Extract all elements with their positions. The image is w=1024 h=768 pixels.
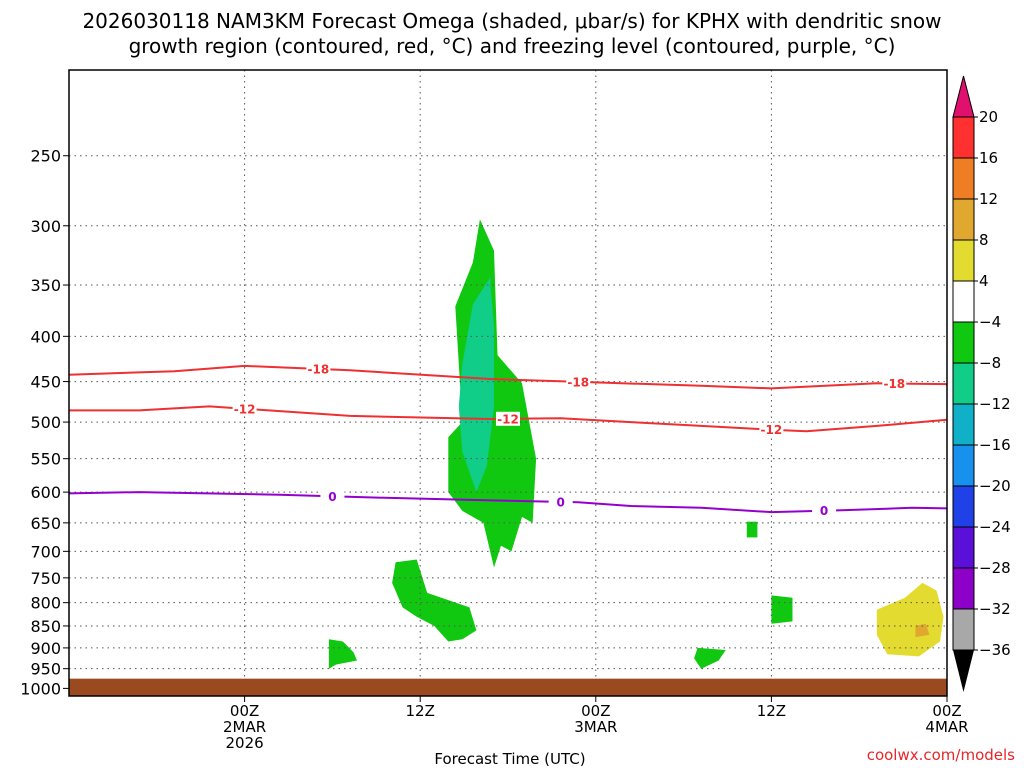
- x-tick-label: 4MAR: [925, 718, 968, 736]
- colorbar-label: −16: [979, 436, 1011, 454]
- omega-region-low-level-cell-2: [328, 639, 357, 669]
- x-tick-label: 00Z: [230, 702, 259, 720]
- colorbar-swatch: [952, 526, 975, 569]
- colorbar-swatch: [952, 157, 975, 200]
- plot-frame: [68, 69, 948, 697]
- isotherm-label-bg: [566, 374, 591, 389]
- y-tick-label: 400: [30, 327, 61, 346]
- x-tick-label: 3MAR: [574, 718, 617, 736]
- colorbar-label: −32: [979, 600, 1011, 618]
- omega-region-descent-cell: [876, 582, 944, 657]
- colorbar-label: −20: [979, 477, 1011, 495]
- x-axis-title: Forecast Time (UTC): [434, 750, 585, 768]
- colorbar-swatch: [952, 362, 975, 405]
- isotherm-label-bg: [882, 376, 907, 391]
- isotherm-label-bg: [306, 361, 331, 376]
- isotherm-label: 0: [557, 495, 565, 509]
- x-tick-label: 12Z: [406, 702, 435, 720]
- colorbar-label: 4: [979, 272, 989, 290]
- y-tick-label: 250: [30, 147, 61, 166]
- colorbar: 20 16 12 8 4 −4 −8 −12 −16 −20 −24 −28 −32 −36: [952, 75, 1011, 692]
- colorbar-swatch: [952, 485, 975, 528]
- y-tick-label: 950: [30, 660, 61, 679]
- plot-area: -18 -18 -18 -12 -12 -12 0 0 0: [69, 70, 947, 696]
- omega-shading-layer: [328, 219, 944, 669]
- omega-region-strong-upward-core: [458, 277, 494, 493]
- colorbar-swatch: [952, 567, 975, 610]
- isotherm-label: 0: [328, 490, 336, 504]
- isotherm-label: -12: [497, 412, 519, 426]
- x-tick-label: 2MAR: [223, 718, 266, 736]
- omega-region-low-level-cell-3: [771, 595, 793, 624]
- y-tick-label: 850: [30, 617, 61, 636]
- colorbar-swatch: [952, 239, 975, 282]
- colorbar-swatch: [952, 198, 975, 241]
- colorbar-label: −8: [979, 354, 1001, 372]
- contour-layer: -18 -18 -18 -12 -12 -12 0 0 0: [69, 361, 947, 518]
- isotherm-label-bg: [548, 494, 573, 509]
- isotherm-label-bg: [232, 401, 257, 416]
- colorbar-label: −24: [979, 518, 1011, 536]
- omega-region-small-cell-650: [746, 521, 758, 538]
- gridlines: [69, 70, 947, 696]
- colorbar-label: −28: [979, 559, 1011, 577]
- isotherm-label-bg: [496, 411, 520, 426]
- isotherm-label: -18: [883, 377, 905, 391]
- chart-title-line-1: 2026030118 NAM3KM Forecast Omega (shaded…: [82, 9, 941, 33]
- colorbar-label: −12: [979, 395, 1011, 413]
- y-tick-label: 450: [30, 373, 61, 392]
- x-tick-label: 00Z: [932, 702, 961, 720]
- y-axis-labels: 250 300 350 400 450 500 550 600 650 700 750 800 850 9…: [20, 147, 69, 698]
- y-tick-label: 700: [30, 542, 61, 561]
- isotherm-0: [69, 491, 947, 514]
- isotherm--12: [69, 405, 947, 433]
- colorbar-swatch: [952, 444, 975, 487]
- colorbar-swatch: [952, 321, 975, 364]
- colorbar-bottom-arrow: [953, 650, 974, 692]
- y-tick-label: 900: [30, 639, 61, 658]
- colorbar-swatch: [952, 280, 975, 323]
- y-tick-label: 500: [30, 413, 61, 432]
- isotherm-label: -18: [567, 375, 589, 389]
- colorbar-top-arrow: [952, 75, 975, 118]
- site-credit: coolwx.com/models: [867, 746, 1015, 764]
- omega-region-low-level-cell-4: [694, 647, 726, 669]
- x-tick-label: 2026: [226, 734, 264, 752]
- colorbar-swatch: [952, 403, 975, 446]
- isotherm-label: -12: [234, 402, 256, 416]
- colorbar-label: 8: [979, 231, 989, 249]
- chart-title-line-2: growth region (contoured, red, °C) and f…: [129, 34, 896, 58]
- colorbar-swatch: [952, 116, 975, 159]
- ground-terrain: [69, 678, 947, 696]
- isotherm-label-bg: [759, 422, 784, 437]
- y-tick-label: 750: [30, 569, 61, 588]
- x-tick-label: 00Z: [581, 702, 610, 720]
- isotherm-label: -12: [761, 423, 783, 437]
- y-tick-label: 350: [30, 276, 61, 295]
- omega-region-descent-core: [915, 623, 930, 638]
- colorbar-label: −36: [979, 641, 1011, 659]
- isotherm-label-bg: [320, 489, 345, 504]
- colorbar-label: 12: [979, 190, 998, 208]
- y-tick-label: 600: [30, 483, 61, 502]
- omega-region-low-level-cell-1: [392, 559, 477, 642]
- colorbar-label: 16: [979, 149, 998, 167]
- colorbar-label: 20: [979, 108, 998, 126]
- isotherm-label-bg: [812, 503, 837, 518]
- isotherm-label: -18: [308, 362, 330, 376]
- colorbar-label: −4: [979, 313, 1001, 331]
- colorbar-swatch: [952, 608, 975, 651]
- y-tick-label: 300: [30, 217, 61, 236]
- x-tick-label: 12Z: [757, 702, 786, 720]
- isotherm-label: 0: [820, 504, 828, 518]
- y-tick-label: 800: [30, 594, 61, 613]
- y-tick-label: 1000: [20, 679, 61, 698]
- y-tick-label: 650: [30, 514, 61, 533]
- y-tick-label: 550: [30, 450, 61, 469]
